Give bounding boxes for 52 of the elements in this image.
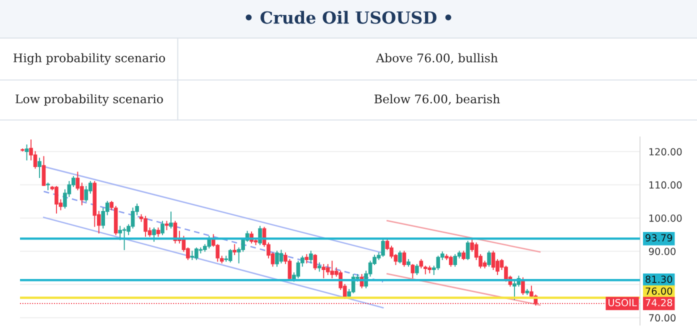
candlestick xyxy=(275,250,279,267)
candlestick xyxy=(118,226,122,240)
candlestick xyxy=(38,158,42,178)
y-tick-label: 110.00 xyxy=(649,181,682,189)
candlestick xyxy=(296,260,300,278)
y-tick-label: 90.00 xyxy=(648,248,676,256)
candlestick xyxy=(152,228,156,242)
candlestick xyxy=(491,250,496,270)
candlestick xyxy=(330,260,334,278)
candlestick xyxy=(448,256,453,267)
candlestick xyxy=(487,250,491,267)
candlestick xyxy=(381,239,385,257)
candlestick xyxy=(33,151,38,169)
candlestick xyxy=(122,228,126,250)
candlestick xyxy=(169,212,173,228)
candlestick xyxy=(466,240,470,260)
candlestick xyxy=(46,182,50,190)
text: Below 76.00, bearish xyxy=(374,94,500,105)
candlestick xyxy=(24,144,29,160)
candlestick xyxy=(84,186,88,202)
candlestick xyxy=(42,156,46,186)
candlestick xyxy=(402,250,406,267)
candlestick xyxy=(288,259,292,280)
candlestick xyxy=(232,244,236,256)
candlestick xyxy=(322,264,326,278)
candlestick xyxy=(130,208,135,228)
candlestick xyxy=(415,264,419,275)
candlestick xyxy=(309,250,313,264)
candlestick xyxy=(160,220,164,236)
ref-line-label: 81.30 xyxy=(646,276,672,283)
ref-line-label: 76.00 xyxy=(646,287,672,295)
candlestick xyxy=(424,266,428,274)
text: High probability scenario xyxy=(13,53,166,65)
candlestick xyxy=(144,216,148,237)
text: Above 76.00, bullish xyxy=(376,53,498,64)
candlestick xyxy=(279,250,284,264)
ref-line-label: 74.28 xyxy=(646,298,672,306)
ref-line-label: 93.79 xyxy=(646,234,672,242)
y-tick-label: 100.00 xyxy=(649,214,682,222)
candlestick xyxy=(326,264,330,275)
text: Low probability scenario xyxy=(16,94,163,106)
candlestick xyxy=(398,250,402,264)
candlestick xyxy=(228,249,232,262)
candlestick xyxy=(54,186,58,214)
candlestick xyxy=(410,264,415,278)
candlestick xyxy=(194,247,198,260)
chart-title: • Crude Oil USOUSD • xyxy=(246,10,452,24)
annotation: USOIL xyxy=(608,298,637,306)
y-tick-label: 120.00 xyxy=(649,148,682,156)
candlestick xyxy=(313,254,318,270)
y-tick-label: 70.00 xyxy=(649,314,676,322)
candlestick xyxy=(453,254,458,267)
